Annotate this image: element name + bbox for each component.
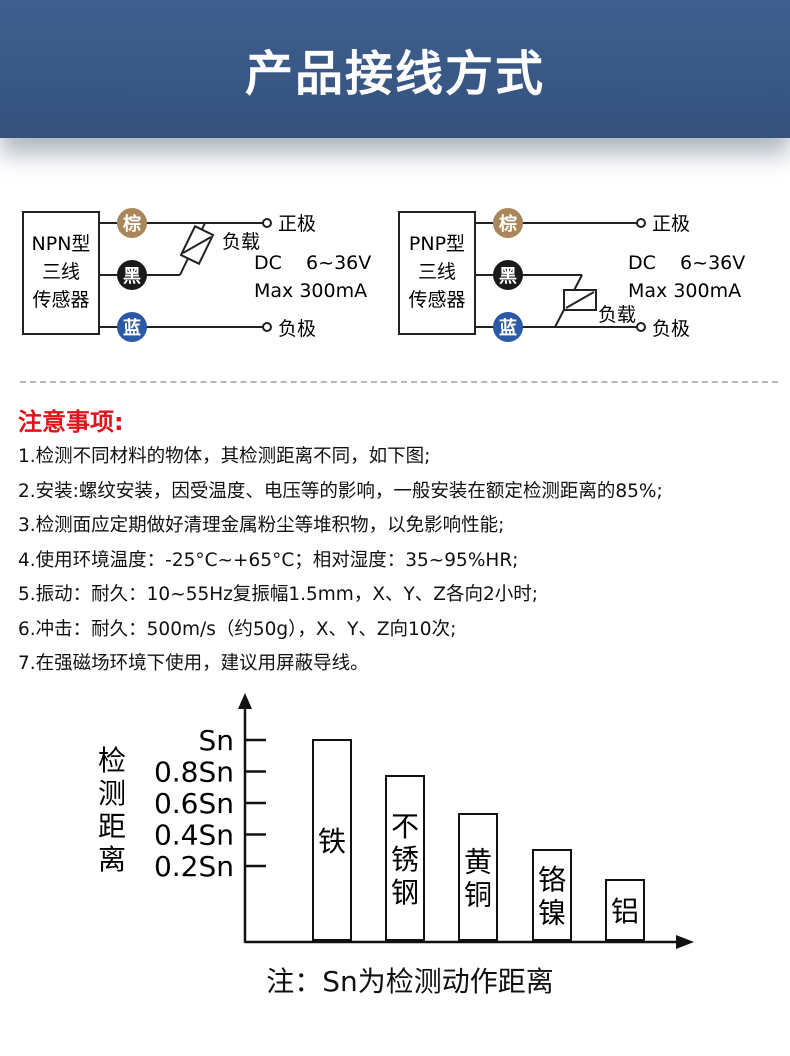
npn-wiring-diagram: NPN型 三线 传感器 棕 黑 蓝 负载 正极 负极 DC 6~36V Max … [22,208,371,342]
bar [532,849,572,941]
npn-load-diagonal [182,236,212,254]
note-item: 1.检测不同材料的物体，其检测距离不同，如下图; [18,446,431,467]
notes-title: 注意事项: [18,408,124,436]
pnp-brown-tag-text: 棕 [499,213,517,235]
pnp-negative-terminal [636,322,646,332]
bar-label: 铝 [611,895,639,928]
bar-label: 锈 [391,843,419,876]
y-axis-label: 检测距离 [98,744,126,876]
note-item: 7.在强磁场环境下使用，建议用屏蔽导线。 [18,653,369,674]
y-axis-label-char: 离 [98,843,126,876]
npn-blue-tag [117,312,147,342]
pnp-label-line2: 三线 [418,261,456,283]
pnp-black-tag-text: 黑 [499,266,517,287]
bar [312,739,352,941]
npn-load-label: 负载 [222,231,260,253]
pnp-positive-terminal [636,218,646,228]
npn-positive-terminal [262,218,272,228]
page-title: 产品接线方式 [244,46,545,102]
bar-label: 铬 [538,864,566,897]
npn-blue-tag-text: 蓝 [123,318,141,339]
pnp-label-line3: 传感器 [408,289,465,311]
npn-positive-label: 正极 [278,213,316,235]
pnp-label: PNP型 [409,233,465,255]
pnp-sensor-box [398,211,476,335]
bar-label: 黄 [464,846,492,879]
y-tick-label: 0.8Sn [154,756,234,789]
pnp-supply-label: DC 6~36V [628,252,745,274]
pnp-blue-tag [493,312,523,342]
npn-negative-label: 负极 [278,318,316,340]
footnote: 注：Sn为检测动作距离 [266,965,554,998]
y-axis-label-char: 测 [98,777,126,810]
pnp-max-current-label: Max 300mA [628,280,741,302]
note-item: 2.安装:螺纹安装，因受温度、电压等的影响，一般安装在额定检测距离的85%; [18,480,663,502]
bar-label: 铜 [464,879,492,912]
bar-label: 铁 [318,825,346,858]
npn-supply-label: DC 6~36V [254,252,371,274]
bars: 铁 不锈钢 黄铜 铬镍 铝 [312,739,645,941]
pnp-negative-label: 负极 [652,318,690,340]
pnp-blue-tag-text: 蓝 [499,318,517,339]
pnp-brown-tag [493,208,523,238]
npn-brown-tag [117,208,147,238]
y-tick-label: Sn [198,724,234,757]
bar-label: 镍 [538,897,566,930]
npn-max-current-label: Max 300mA [254,280,367,302]
note-item: 4.使用环境温度：-25°C~+65°C；相对湿度：35~95%HR; [18,549,519,571]
note-item: 6.冲击：耐久：500m/s（约50g），X、Y、Z向10次; [18,618,457,640]
section-divider [20,381,778,383]
wiring-diagram: NPN型 三线 传感器 棕 黑 蓝 负载 正极 负极 DC 6~36V Max … [22,208,745,342]
y-tick-label: 0.6Sn [154,787,234,820]
npn-label-line3: 传感器 [32,289,89,311]
npn-label: NPN型 [32,233,91,255]
pnp-load-diagonal [565,291,595,309]
note-item: 3.检测面应定期做好清理金属粉尘等堆积物，以免影响性能; [18,515,505,536]
y-axis-arrow [238,693,252,709]
npn-brown-tag-text: 棕 [123,213,141,235]
bar-label: 钢 [391,876,419,909]
y-tick-label: 0.4Sn [154,819,234,852]
pnp-load-label: 负载 [598,304,636,326]
bar [458,813,498,941]
y-tick-label: 0.2Sn [154,850,234,883]
npn-label-line2: 三线 [42,261,80,283]
bar [605,879,645,941]
y-axis-label-char: 距 [98,810,126,843]
npn-negative-terminal [262,322,272,332]
bar-label: 不 [391,810,419,843]
npn-black-tag-text: 黑 [123,266,141,287]
note-item: 5.振动：耐久：10~55Hz复振幅1.5mm，X、Y、Z各向2小时; [18,584,538,605]
npn-sensor-box [22,211,100,335]
y-axis-label-char: 检 [98,744,126,777]
bar [385,775,425,941]
pnp-wiring-diagram: PNP型 三线 传感器 棕 黑 蓝 正极 负极 负载 DC 6~36V Max … [398,208,745,342]
notes-list: 1.检测不同材料的物体，其检测距离不同，如下图; 2.安装:螺纹安装，因受温度、… [18,440,663,682]
title-banner: 产品接线方式 [0,0,790,138]
pnp-black-tag [493,260,523,290]
x-axis-arrow [676,935,694,949]
pnp-positive-label: 正极 [652,213,690,235]
npn-black-tag [117,260,147,290]
